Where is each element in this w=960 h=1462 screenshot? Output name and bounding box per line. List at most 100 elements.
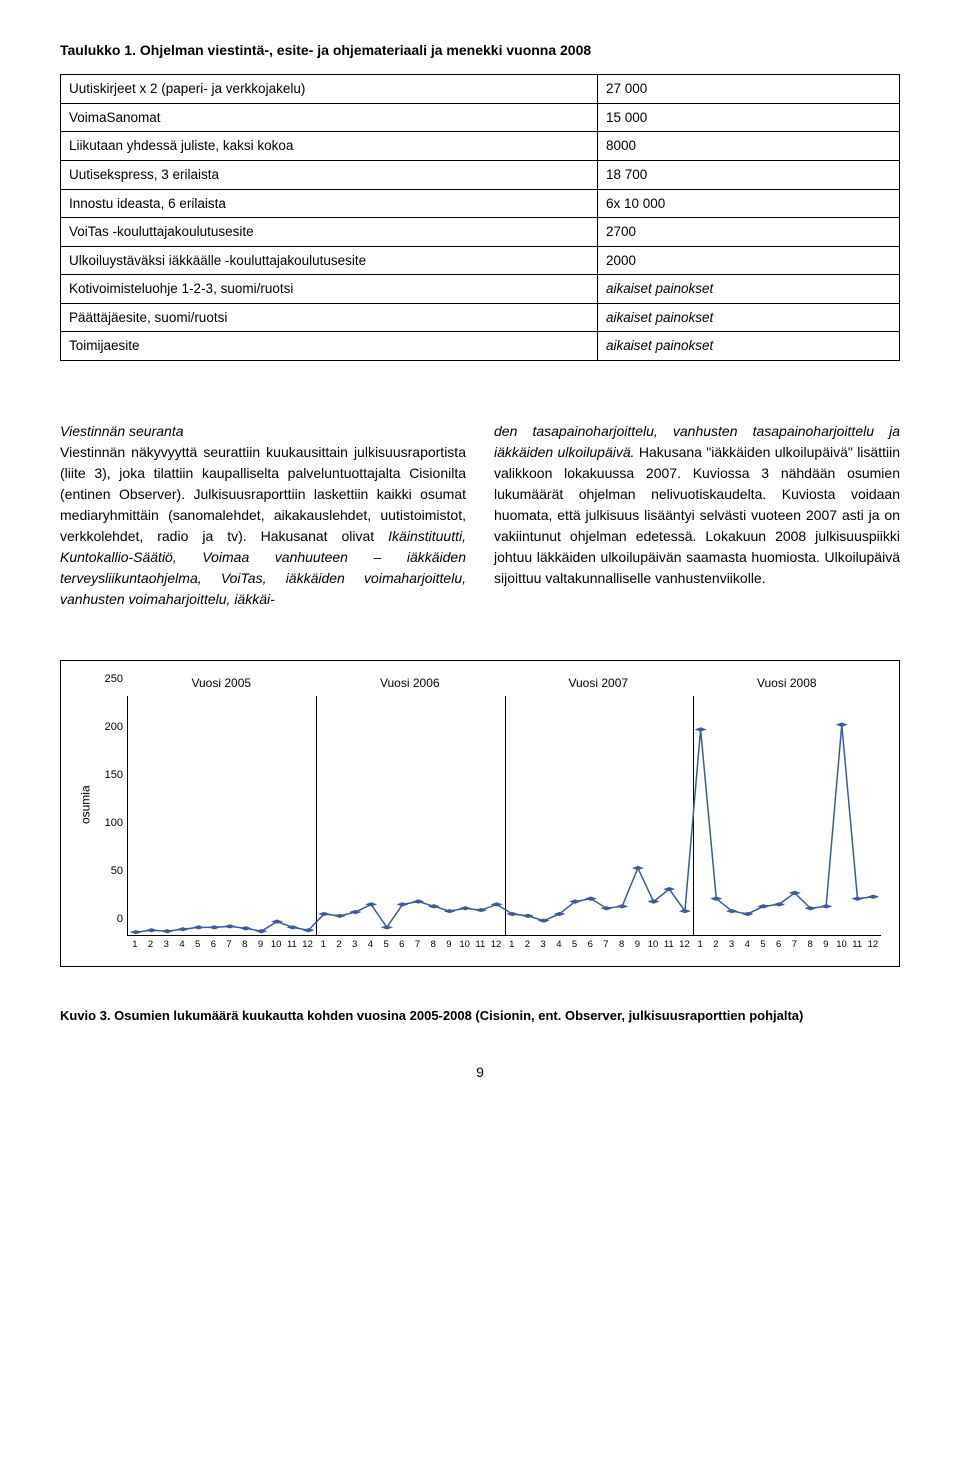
table-row: Toimijaesiteaikaiset painokset <box>61 332 900 361</box>
x-tick: 3 <box>535 938 551 952</box>
x-tick: 11 <box>472 938 488 952</box>
x-tick: 11 <box>849 938 865 952</box>
x-tick: 8 <box>802 938 818 952</box>
table-cell-value: 6x 10 000 <box>597 189 899 218</box>
table-title: Taulukko 1. Ohjelman viestintä-, esite- … <box>60 40 900 60</box>
x-tick: 10 <box>268 938 284 952</box>
y-tick: 0 <box>117 912 123 928</box>
x-tick: 11 <box>284 938 300 952</box>
x-tick: 4 <box>739 938 755 952</box>
x-tick: 9 <box>441 938 457 952</box>
x-tick: 7 <box>598 938 614 952</box>
x-tick: 2 <box>520 938 536 952</box>
x-tick: 5 <box>378 938 394 952</box>
year-label: Vuosi 2006 <box>380 675 440 692</box>
x-tick: 12 <box>677 938 693 952</box>
table-cell-value: 15 000 <box>597 103 899 132</box>
x-tick: 6 <box>206 938 222 952</box>
table-cell-value: aikaiset painokset <box>597 332 899 361</box>
table-row: VoimaSanomat15 000 <box>61 103 900 132</box>
x-tick: 1 <box>504 938 520 952</box>
x-tick: 8 <box>237 938 253 952</box>
x-tick: 3 <box>724 938 740 952</box>
table-cell-label: Innostu ideasta, 6 erilaista <box>61 189 598 218</box>
table-cell-label: VoimaSanomat <box>61 103 598 132</box>
x-tick: 12 <box>300 938 316 952</box>
materials-table: Uutiskirjeet x 2 (paperi- ja verkkojakel… <box>60 74 900 361</box>
x-tick: 8 <box>425 938 441 952</box>
x-tick: 7 <box>787 938 803 952</box>
x-tick: 3 <box>347 938 363 952</box>
table-cell-value: 2700 <box>597 218 899 247</box>
year-label: Vuosi 2005 <box>191 675 251 692</box>
year-labels: Vuosi 2005 Vuosi 2006 Vuosi 2007 Vuosi 2… <box>87 675 881 692</box>
x-tick: 2 <box>708 938 724 952</box>
x-tick: 10 <box>457 938 473 952</box>
table-row: Uutiskirjeet x 2 (paperi- ja verkkojakel… <box>61 75 900 104</box>
table-cell-value: 18 700 <box>597 160 899 189</box>
y-tick: 50 <box>111 864 123 880</box>
x-tick: 6 <box>771 938 787 952</box>
x-tick: 9 <box>253 938 269 952</box>
y-tick: 250 <box>105 672 123 688</box>
table-cell-label: Ulkoiluystäväksi iäkkäälle -kouluttajako… <box>61 246 598 275</box>
x-ticks: 1234567891011121234567891011121234567891… <box>127 938 881 952</box>
x-tick: 9 <box>818 938 834 952</box>
chart-area: osumia 050100150200250 <box>127 696 881 936</box>
table-row: Päättäjäesite, suomi/ruotsiaikaiset pain… <box>61 303 900 332</box>
table-cell-value: aikaiset painokset <box>597 303 899 332</box>
x-tick: 5 <box>567 938 583 952</box>
line-chart <box>128 696 881 935</box>
table-cell-value: aikaiset painokset <box>597 275 899 304</box>
x-tick: 7 <box>221 938 237 952</box>
table-cell-label: VoiTas -kouluttajakoulutusesite <box>61 218 598 247</box>
body-text-right: Hakusana "iäkkäiden ulkoilupäivä" lisätt… <box>494 444 900 586</box>
table-cell-label: Uutiskirjeet x 2 (paperi- ja verkkojakel… <box>61 75 598 104</box>
x-tick: 9 <box>630 938 646 952</box>
table-cell-label: Toimijaesite <box>61 332 598 361</box>
x-tick: 1 <box>315 938 331 952</box>
table-row: Kotivoimisteluohje 1-2-3, suomi/ruotsiai… <box>61 275 900 304</box>
table-row: Liikutaan yhdessä juliste, kaksi kokoa80… <box>61 132 900 161</box>
x-tick: 7 <box>410 938 426 952</box>
plot-area <box>127 696 881 936</box>
chart-container: Vuosi 2005 Vuosi 2006 Vuosi 2007 Vuosi 2… <box>60 660 900 967</box>
table-cell-value: 2000 <box>597 246 899 275</box>
x-tick: 6 <box>582 938 598 952</box>
column-right: den tasapainoharjoittelu, vanhusten tasa… <box>494 421 900 610</box>
table-row: Ulkoiluystäväksi iäkkäälle -kouluttajako… <box>61 246 900 275</box>
table-cell-value: 8000 <box>597 132 899 161</box>
y-tick: 200 <box>105 720 123 736</box>
page-number: 9 <box>60 1062 900 1082</box>
y-tick: 100 <box>105 816 123 832</box>
x-tick: 4 <box>174 938 190 952</box>
x-tick: 2 <box>143 938 159 952</box>
table-cell-label: Uutisekspress, 3 erilaista <box>61 160 598 189</box>
year-label: Vuosi 2008 <box>757 675 817 692</box>
x-tick: 12 <box>865 938 881 952</box>
x-tick: 12 <box>488 938 504 952</box>
x-tick: 11 <box>661 938 677 952</box>
x-tick: 1 <box>692 938 708 952</box>
table-cell-label: Päättäjäesite, suomi/ruotsi <box>61 303 598 332</box>
table-cell-label: Kotivoimisteluohje 1-2-3, suomi/ruotsi <box>61 275 598 304</box>
body-columns: Viestinnän seuranta Viestinnän näkyvyytt… <box>60 421 900 610</box>
x-tick: 6 <box>394 938 410 952</box>
table-row: Uutisekspress, 3 erilaista18 700 <box>61 160 900 189</box>
x-tick: 10 <box>834 938 850 952</box>
x-tick: 5 <box>755 938 771 952</box>
table-row: Innostu ideasta, 6 erilaista6x 10 000 <box>61 189 900 218</box>
x-tick: 10 <box>645 938 661 952</box>
x-tick: 4 <box>551 938 567 952</box>
table-row: VoiTas -kouluttajakoulutusesite2700 <box>61 218 900 247</box>
table-cell-label: Liikutaan yhdessä juliste, kaksi kokoa <box>61 132 598 161</box>
x-tick: 5 <box>190 938 206 952</box>
y-ticks: 050100150200250 <box>93 696 123 936</box>
x-tick: 4 <box>363 938 379 952</box>
x-tick: 1 <box>127 938 143 952</box>
section-heading: Viestinnän seuranta <box>60 423 184 439</box>
year-label: Vuosi 2007 <box>568 675 628 692</box>
column-left: Viestinnän seuranta Viestinnän näkyvyytt… <box>60 421 466 610</box>
x-tick: 2 <box>331 938 347 952</box>
x-tick: 8 <box>614 938 630 952</box>
